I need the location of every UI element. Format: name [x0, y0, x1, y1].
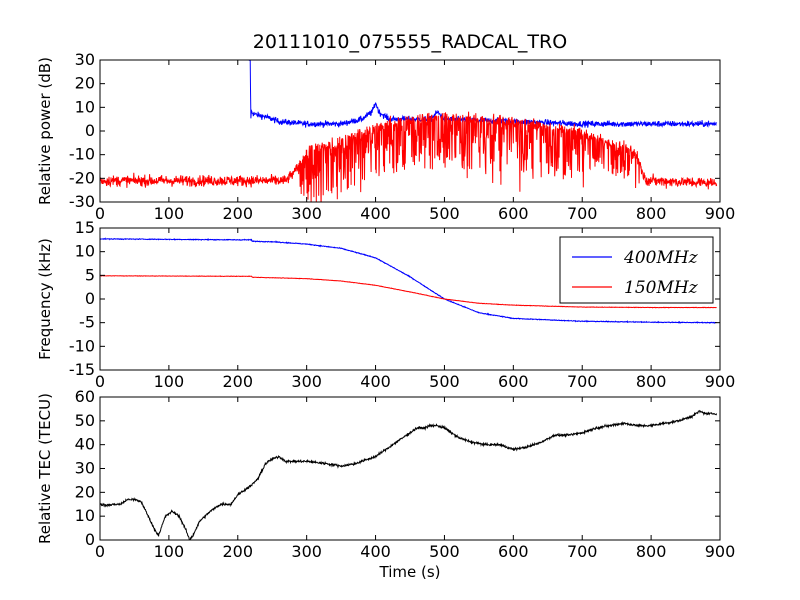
x-tick-label: 0 — [95, 372, 105, 391]
y-tick-label: 15 — [75, 218, 95, 237]
subplot-1: 0 100 200 300 400 500 600 700 800 900 -30 -20 -10 0 10… — [36, 50, 735, 223]
x-tick-label: 600 — [498, 542, 529, 561]
x-tick-label: 800 — [636, 204, 667, 223]
y-tick-label: 20 — [75, 74, 95, 93]
y-tick-label: -15 — [69, 360, 95, 379]
subplot-2: 0 100 200 300 400 500 600 700 800 900 -15 -10 -5 0 5 10… — [36, 218, 735, 391]
subplots: 0 100 200 300 400 500 600 700 800 900-30-20-10010… — [36, 50, 735, 581]
y-axis-title: Frequency (kHz) — [36, 238, 54, 360]
x-tick-label: 500 — [429, 542, 460, 561]
x-tick-label: 600 — [498, 372, 529, 391]
x-tick-label: 0 — [95, 204, 105, 223]
y-tick-label: 0 — [85, 530, 95, 549]
y-tick-label: 0 — [85, 289, 95, 308]
y-tick-label: 20 — [75, 482, 95, 501]
y-tick-label: 30 — [75, 50, 95, 69]
x-tick-label: 100 — [154, 204, 185, 223]
x-tick-label: 500 — [429, 372, 460, 391]
legend: 400MHz 150MHz — [559, 236, 714, 304]
y-tick-label: -10 — [69, 336, 95, 355]
legend-box — [559, 236, 714, 304]
y-tick-label: -20 — [69, 168, 95, 187]
x-tick-label: 300 — [291, 204, 322, 223]
series-line-2 — [100, 275, 717, 309]
series-line-1 — [100, 237, 717, 325]
x-axis-title: Time (s) — [379, 563, 441, 581]
x-tick-label: 900 — [705, 204, 736, 223]
x-tick-label: 800 — [636, 542, 667, 561]
x-tick-label: 400 — [360, 372, 391, 391]
y-tick-label: 10 — [75, 506, 95, 525]
x-tick-label: 700 — [567, 372, 598, 391]
y-tick-label: 5 — [85, 265, 95, 284]
y-tick-label: -30 — [69, 192, 95, 211]
x-tick-label: 0 — [95, 542, 105, 561]
y-axis-title: Relative power (dB) — [36, 57, 54, 205]
x-tick-label: 700 — [567, 204, 598, 223]
x-tick-label: 800 — [636, 372, 667, 391]
x-tick-label: 600 — [498, 204, 529, 223]
x-tick-label: 200 — [223, 542, 254, 561]
x-tick-label: 200 — [223, 372, 254, 391]
figure-title: 20111010_075555_RADCAL_TRO — [253, 31, 567, 53]
subplot-3: 0 100 200 300 400 500 600 700 800 900010203040506… — [36, 387, 735, 581]
legend-label: 150MHz — [624, 278, 699, 298]
y-tick-label: 50 — [75, 411, 95, 430]
series-line-2 — [100, 111, 718, 202]
x-tick-label: 200 — [223, 204, 254, 223]
x-tick-label: 100 — [154, 372, 185, 391]
y-tick-label: 10 — [75, 242, 95, 261]
x-tick-label: 400 — [360, 204, 391, 223]
y-tick-label: 60 — [75, 387, 95, 406]
x-tick-label: 300 — [291, 542, 322, 561]
series-line-1 — [100, 409, 718, 540]
x-tick-label: 300 — [291, 372, 322, 391]
plot-area — [100, 409, 718, 540]
y-axis-title: Relative TEC (TECU) — [36, 393, 54, 544]
y-tick-label: 0 — [85, 121, 95, 140]
plot-area — [100, 60, 718, 202]
y-tick-label: -5 — [79, 313, 95, 332]
x-tick-label: 400 — [360, 542, 391, 561]
y-tick-label: 40 — [75, 435, 95, 454]
y-tick-label: -10 — [69, 145, 95, 164]
x-tick-label: 500 — [429, 204, 460, 223]
x-tick-label: 900 — [705, 372, 736, 391]
legend-label: 400MHz — [623, 248, 699, 268]
x-tick-label: 100 — [154, 542, 185, 561]
x-tick-label: 900 — [705, 542, 736, 561]
y-tick-label: 30 — [75, 459, 95, 478]
plot-area — [100, 237, 717, 325]
x-tick-label: 700 — [567, 542, 598, 561]
y-tick-label: 10 — [75, 97, 95, 116]
